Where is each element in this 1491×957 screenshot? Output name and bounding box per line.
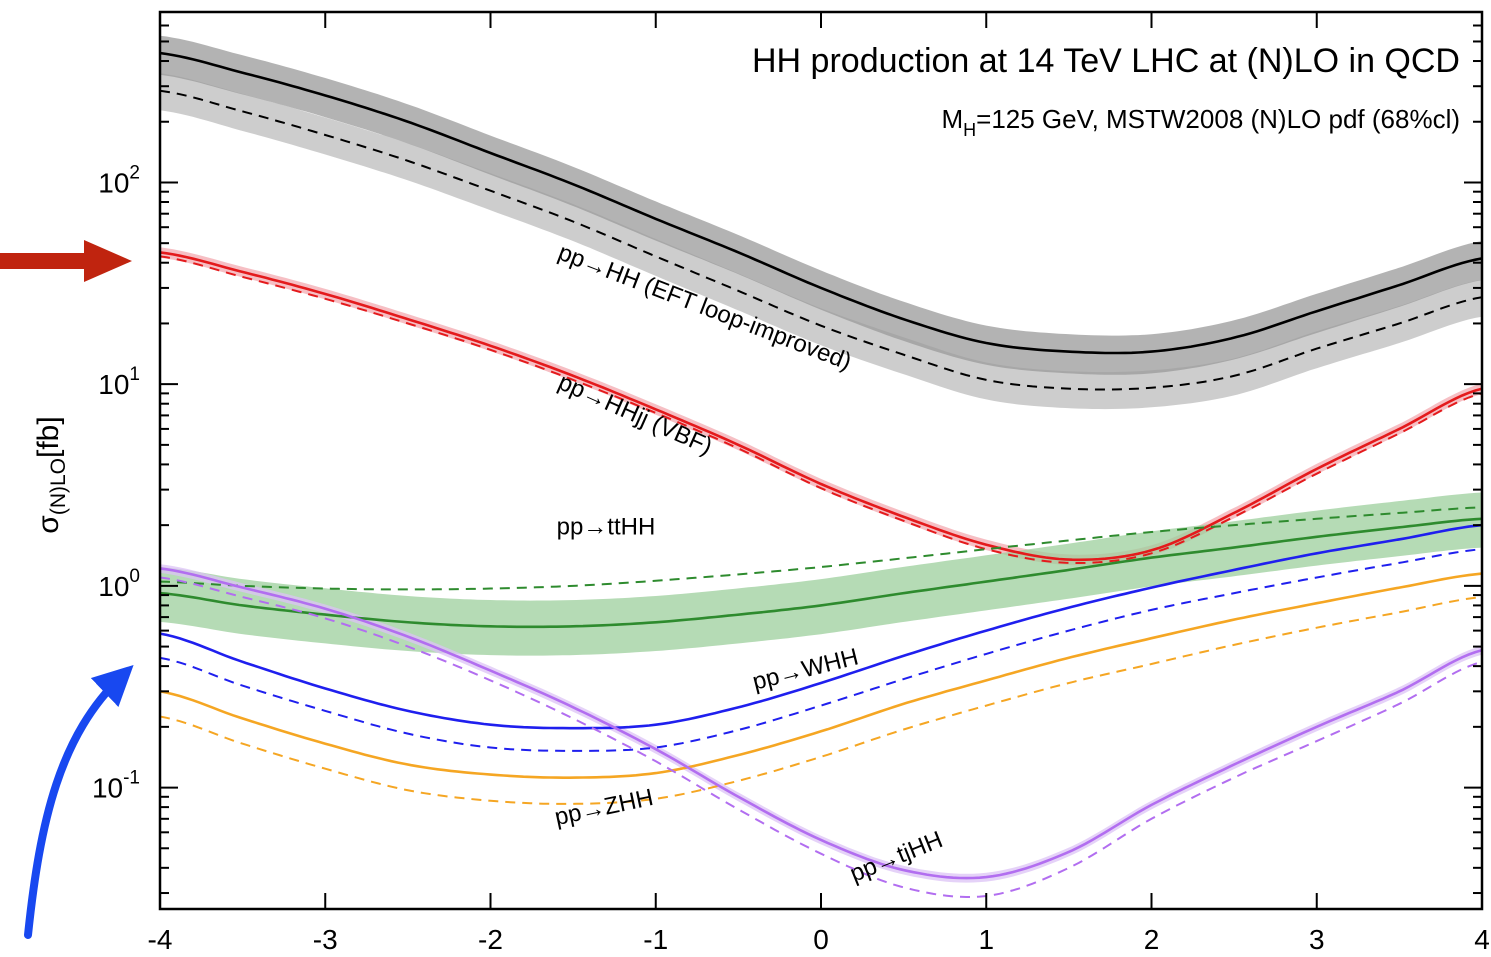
axis-ticks	[159, 11, 1483, 909]
y-axis-label: σ(N)LO[fb]	[32, 416, 70, 533]
x-tick-labels: -4 -3 -2 -1 0 1 2 3 4	[148, 924, 1490, 955]
line-lo-pp-hh-eft-loop-improved	[160, 89, 1482, 391]
series-annotation: pp→HHjj (VBF)	[554, 369, 716, 461]
x-tick-label: -4	[148, 924, 173, 955]
chart-title: HH production at 14 TeV LHC at (N)LO in …	[752, 42, 1460, 80]
red-arrow	[0, 240, 132, 282]
blue-arrow	[24, 664, 134, 939]
y-tick-labels: 10-1 100 101 102	[92, 162, 140, 803]
y-tick-label: 10-1	[92, 768, 140, 804]
line-nlo-pp-hhjj-vbf	[160, 251, 1482, 562]
series-lines	[160, 51, 1482, 898]
line-nlo-pp-tjhh	[160, 567, 1482, 880]
line-lo-pp-zhh	[160, 596, 1482, 805]
x-tick-label: -2	[478, 924, 503, 955]
x-tick-label: -1	[643, 924, 668, 955]
x-tick-label: -3	[313, 924, 338, 955]
y-tick-label: 102	[98, 162, 140, 198]
chart-subtitle: MH=125 GeV, MSTW2008 (N)LO pdf (68%cl)	[941, 104, 1460, 140]
x-tick-label: 0	[813, 924, 829, 955]
series-annotation: pp→ZHH	[552, 784, 655, 831]
line-nlo-pp-whh	[160, 523, 1482, 730]
x-tick-label: 2	[1144, 924, 1160, 955]
line-nlo-pp-tthh	[160, 517, 1482, 629]
y-tick-label: 100	[98, 566, 140, 602]
line-nlo-pp-hh-eft-loop-improved	[160, 51, 1482, 355]
y-tick-label: 101	[98, 364, 140, 400]
line-lo-pp-tjhh	[160, 576, 1482, 898]
band-lo-pp-hh-eft-loop-improved	[160, 73, 1482, 410]
x-tick-label: 3	[1309, 924, 1325, 955]
x-tick-label: 4	[1474, 924, 1490, 955]
band-pp-tthh	[160, 492, 1482, 656]
x-tick-label: 1	[978, 924, 994, 955]
series-annotation: pp→ttHH	[557, 513, 656, 540]
line-nlo-pp-zhh	[160, 572, 1482, 779]
uncertainty-bands	[160, 35, 1482, 883]
line-lo-pp-hhjj-vbf	[160, 255, 1482, 565]
band-pp-hh-eft-loop-improved	[160, 35, 1482, 375]
band-pp-tjhh	[160, 564, 1482, 883]
